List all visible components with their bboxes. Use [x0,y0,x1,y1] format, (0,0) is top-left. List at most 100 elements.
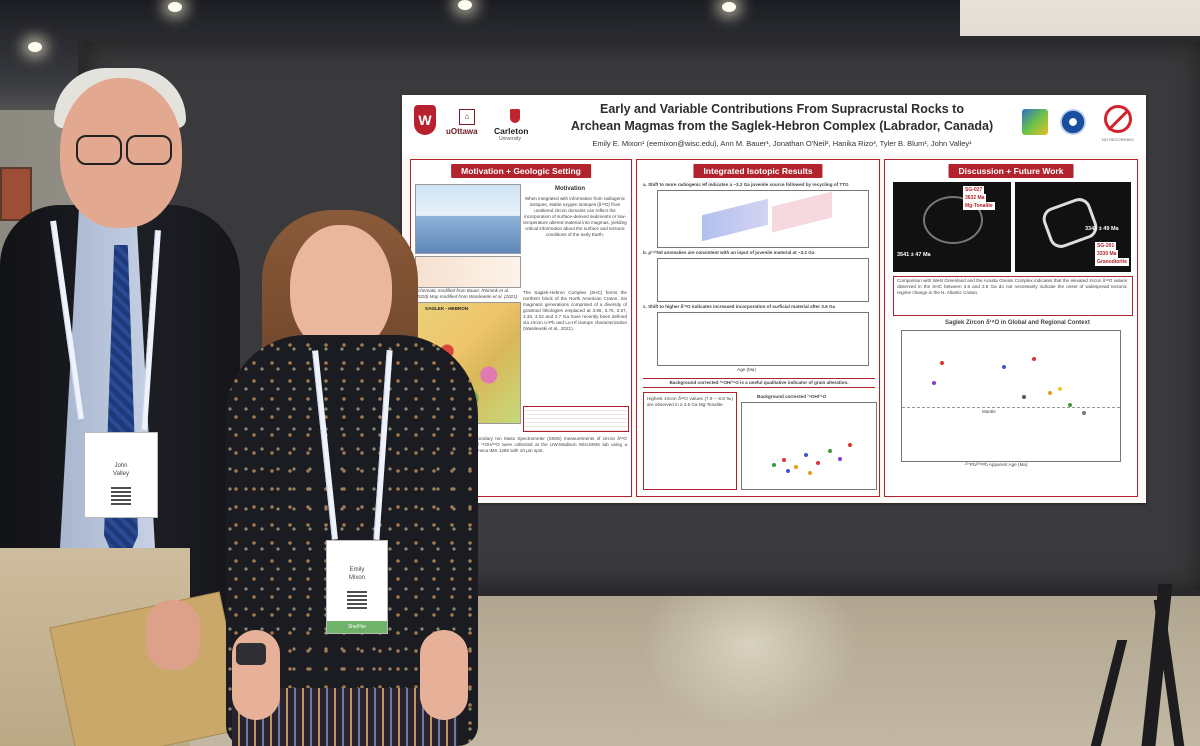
plot-point [1022,395,1026,399]
zircon-1-tag: SG-027 [963,186,985,194]
zircon-grain [1039,194,1101,252]
wall-sign [0,167,32,221]
map-label: SAGLEK - HEBRON [425,306,469,311]
name-badge-man: John Valley [84,432,158,518]
zircon-1-age: 3632 Ma [963,194,987,202]
background-plot [741,402,877,490]
zircon-2-tag: SG-201 [1095,242,1117,250]
background-note: Background corrected ¹⁶OH/¹⁶O is a usefu… [643,378,875,388]
zircon-cl-image-2: SG-201 3330 Ma Granodiorite 3341 ± 49 Ma [1015,182,1131,272]
ceiling-light [458,0,472,10]
zircon-2-spot-age: 3341 ± 49 Ma [1085,226,1119,232]
plot-point [1058,387,1062,391]
badge-first-name: Emily [349,567,365,573]
plot-point [816,461,820,465]
motivation-subheading: Motivation [555,186,585,192]
name-badge-woman: Emily Mixon She/Her [326,540,388,634]
plot-point [828,449,832,453]
zircon-2-rock: Granodiorite [1095,258,1130,266]
zircon-1-spot-age: 3541 ± 47 Ma [897,252,931,258]
motivation-text: When integrated with information from ra… [523,196,627,237]
isotopic-panel: Integrated Isotopic Results a. Shift to … [636,159,880,497]
zircon-grain [923,196,983,244]
plot-c [657,312,869,366]
badge-last-name: Valley [113,471,129,477]
poster-title-line-2: Archean Magmas from the Saglek-Hebron Co… [570,119,994,133]
carleton-shield-icon [510,109,520,123]
plot-a-caption: a. Shift to more radiogenic Hf indicates… [643,182,849,187]
badge-first-name: John [114,463,128,469]
no-recording-label: NO RECORDING [1102,137,1134,142]
zircon-2-age: 3330 Ma [1095,250,1119,258]
qr-code-icon [111,485,131,505]
global-x-label: ²⁰⁷Pb/²⁰⁶Pb Apparent Age (Ma) [965,462,1028,467]
discussion-heading: Discussion + Future Work [948,164,1074,178]
zircon-1-rock: Mg-Tonalite [963,202,995,210]
carleton-logo-sub: University [499,136,521,142]
geo-logo [1022,109,1048,135]
poster-title-line-1: Early and Variable Contributions From Su… [600,102,964,116]
glasses-icon [126,135,172,165]
uottawa-building-icon: ⌂ [459,109,475,125]
plot-point [1032,357,1036,361]
sample-table [523,406,629,432]
plot-point [1048,391,1052,395]
man-hand [146,600,200,670]
sims-text: Secondary Ion Mass Spectrometer (SIMS) m… [471,436,627,453]
plot-point [1082,411,1086,415]
highest-values-box [643,392,737,490]
isotopic-heading: Integrated Isotopic Results [693,164,823,178]
plot-point [1002,365,1006,369]
plot-a-field-blue [702,198,768,242]
ceiling-light [168,2,182,12]
shc-text: The Saglek-Hebron Complex (SHC) forms th… [523,290,627,331]
comparison-text: Comparison with West Greenland and the A… [897,278,1127,295]
pronoun-ribbon: She/Her [327,621,387,633]
comparison-box [893,276,1133,316]
plot-point [1068,403,1072,407]
plot-a [657,190,869,248]
glasses-icon [76,135,122,165]
map-caption: Schematic modified from Bauer, Reimink e… [415,288,518,299]
poster-authors: Emily E. Mixon¹ (eemixon@wisc.edu), Ann … [592,139,972,148]
badge-last-name: Mixon [348,575,365,581]
watch-icon [236,643,266,665]
mantle-line [902,407,1120,408]
discussion-panel: Discussion + Future Work SG-027 3632 Ma … [884,159,1138,497]
uw-crest-logo: W [414,105,436,135]
highest-values-text: Highest zircon δ¹⁸O values (7.9 – 8.8 ‰)… [647,396,733,407]
research-poster: W ⌂ uOttawa Carleton University Early an… [402,95,1146,503]
plot-c-caption: c. Shift to higher δ¹⁸O indicates increa… [643,304,836,309]
age-axis-label: Age (Ma) [737,367,756,372]
plot-point [848,443,852,447]
poster-title: Early and Variable Contributions From Su… [542,101,1022,135]
plot-point [772,463,776,467]
motivation-heading: Motivation + Geologic Setting [451,164,591,178]
plot-b-caption: b. μ¹⁴²Nd anomalies are consistent with … [643,250,815,255]
global-context-title: Saglek Zircon δ¹⁸O in Global and Regiona… [945,320,1090,326]
plot-point [940,361,944,365]
plot-point [794,465,798,469]
poster-header: W ⌂ uOttawa Carleton University Early an… [402,95,1146,155]
woman-face [290,225,392,353]
plot-b [657,258,869,302]
schematic-inset [415,256,521,288]
background-plot-title: Background corrected ¹⁶OH/¹⁶O [757,394,827,399]
plot-point [808,471,812,475]
qr-code-icon [347,589,367,609]
zircon-cl-image-1: SG-027 3632 Ma Mg-Tonalite 3541 ± 47 Ma [893,182,1011,272]
ceiling-light [722,2,736,12]
tectonic-schematic [415,184,521,254]
woman-hand [420,630,468,720]
no-recording-icon [1104,105,1132,133]
plot-point [804,453,808,457]
nsf-logo [1060,109,1086,135]
plot-point [838,457,842,461]
ceiling-light [28,42,42,52]
uottawa-logo-text: uOttawa [446,127,478,136]
plot-point [932,381,936,385]
global-context-plot: Mantle [901,330,1121,462]
carleton-logo-text: Carleton [494,126,529,136]
mantle-label: Mantle [982,409,996,414]
